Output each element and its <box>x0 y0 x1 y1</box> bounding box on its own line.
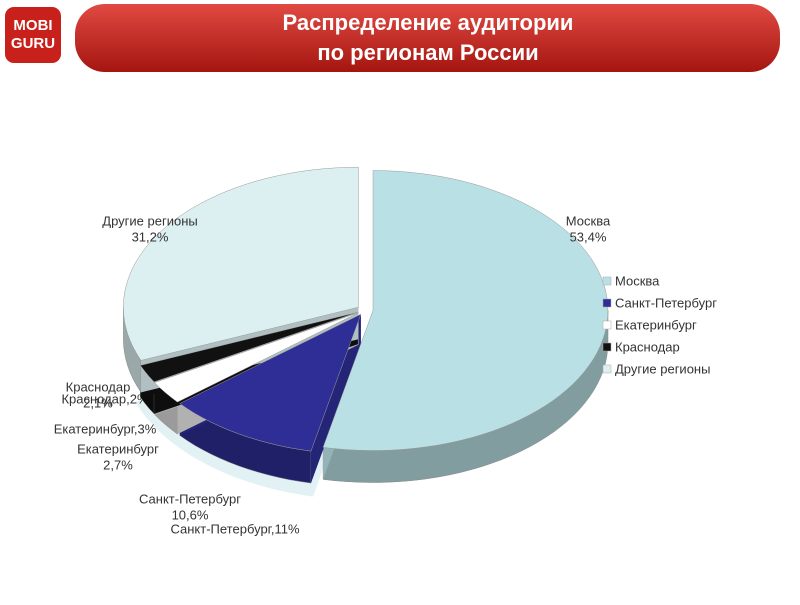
data-label: 31,2% <box>132 229 169 244</box>
ghost-label: Санкт-Петербург,11% <box>170 521 299 536</box>
title: по регионам России <box>317 40 538 65</box>
title-banner <box>75 4 780 72</box>
data-label: 10,6% <box>172 507 209 522</box>
data-label: Другие регионы <box>102 213 197 228</box>
logo <box>3 5 63 65</box>
data-label: Москва <box>566 213 611 228</box>
legend-swatch <box>602 320 612 330</box>
legend-label: Краснодар <box>615 339 680 354</box>
data-label: Екатеринбург <box>77 441 159 456</box>
slice <box>123 166 359 361</box>
data-label: 2,7% <box>103 457 133 472</box>
legend-swatch <box>602 298 612 308</box>
legend-label: Санкт-Петербург <box>615 295 717 310</box>
logo-text: GURU <box>11 35 55 52</box>
slice <box>179 313 362 452</box>
slice <box>154 312 359 403</box>
legend-label: Екатеринбург <box>615 317 697 332</box>
slice-side <box>311 314 361 484</box>
ghost-label: Екатеринбург,3% <box>54 421 157 436</box>
data-label: 53,4% <box>570 229 607 244</box>
data-label: Краснодар <box>66 379 131 394</box>
legend-label: Другие регионы <box>615 361 710 376</box>
legend-swatch <box>602 342 612 352</box>
title: Распределение аудитории <box>283 10 574 35</box>
data-label: Санкт-Петербург <box>139 491 241 506</box>
legend-swatch <box>602 364 612 374</box>
slice <box>139 311 358 383</box>
legend-label: Москва <box>615 273 660 288</box>
ghost-label: Краснодар,2% <box>61 391 149 406</box>
legend-swatch <box>602 276 612 286</box>
data-label: 2,1% <box>83 395 113 410</box>
logo-text: MOBI <box>13 17 52 34</box>
